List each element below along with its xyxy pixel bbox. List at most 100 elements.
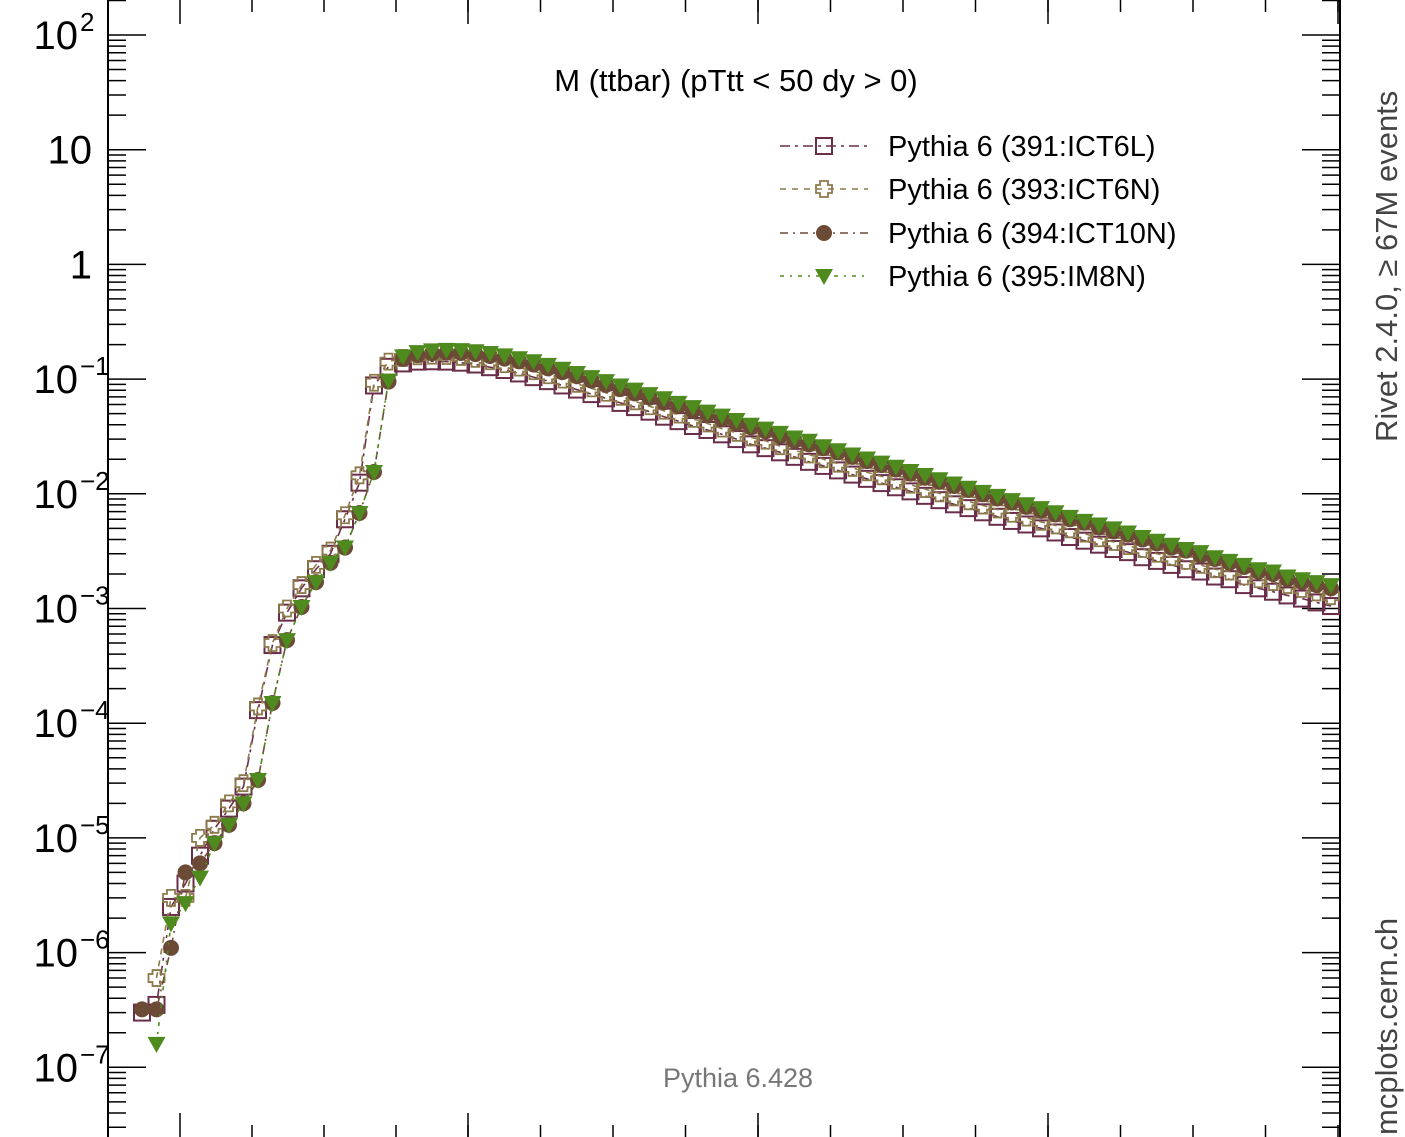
data-point xyxy=(713,408,731,425)
series-line xyxy=(155,349,1332,1044)
y-tick-exponent: −1 xyxy=(80,351,110,381)
data-point xyxy=(307,575,325,592)
data-point xyxy=(1032,512,1050,531)
data-point xyxy=(263,696,282,713)
data-point xyxy=(1061,509,1079,526)
data-point xyxy=(495,348,514,365)
y-tick-label: 10 xyxy=(34,358,79,402)
y-tick-exponent: −7 xyxy=(80,1039,110,1069)
data-point xyxy=(698,404,717,421)
data-point xyxy=(597,374,615,391)
y-tick-exponent: −6 xyxy=(80,925,110,955)
data-point xyxy=(1264,564,1282,581)
legend-entry: Pythia 6 (393:ICT6N) xyxy=(780,174,1160,206)
data-point xyxy=(815,137,833,155)
data-point xyxy=(1017,497,1036,514)
data-point xyxy=(1206,550,1224,567)
data-point xyxy=(974,496,992,515)
data-point xyxy=(858,451,876,468)
data-point xyxy=(1017,515,1036,534)
data-point xyxy=(1046,505,1065,522)
data-point xyxy=(249,697,267,716)
data-point xyxy=(553,361,572,378)
data-point xyxy=(945,495,963,514)
data-point xyxy=(568,366,586,383)
legend-entry: Pythia 6 (394:ICT10N) xyxy=(780,218,1177,250)
data-point xyxy=(176,896,195,913)
data-point xyxy=(988,488,1007,505)
data-point xyxy=(1307,593,1326,612)
data-point xyxy=(872,467,891,486)
data-point xyxy=(815,269,833,285)
data-point xyxy=(916,486,934,505)
data-point xyxy=(350,473,369,492)
y-tick-exponent: −2 xyxy=(80,466,110,496)
y-tick-label: 10 xyxy=(34,702,79,746)
data-point xyxy=(1104,540,1123,559)
data-point xyxy=(481,345,499,362)
data-point xyxy=(1119,537,1137,555)
data-point xyxy=(829,461,847,480)
data-point xyxy=(365,373,383,392)
data-point xyxy=(1293,589,1311,608)
data-point xyxy=(669,395,688,412)
data-point xyxy=(785,430,804,447)
data-point xyxy=(1090,535,1108,554)
data-point xyxy=(220,817,238,834)
data-point xyxy=(292,576,311,594)
y-tick-label: 10 xyxy=(34,932,79,976)
data-point xyxy=(134,1001,150,1018)
data-point xyxy=(930,472,949,489)
series-1 xyxy=(147,346,1340,987)
data-point xyxy=(177,864,194,881)
data-point xyxy=(1162,537,1181,554)
data-point xyxy=(162,916,180,933)
data-point xyxy=(263,634,282,652)
data-point xyxy=(916,480,934,498)
data-point xyxy=(176,888,195,907)
data-point xyxy=(655,391,673,408)
series-layer xyxy=(133,342,1340,1053)
data-point xyxy=(1322,597,1340,616)
y-tick-label: 10 xyxy=(34,588,79,632)
data-point xyxy=(192,855,208,872)
data-point xyxy=(858,469,876,488)
data-point xyxy=(1293,572,1311,589)
data-point xyxy=(887,459,905,476)
data-point xyxy=(394,349,412,366)
data-point xyxy=(1177,542,1195,559)
data-point xyxy=(945,488,963,507)
data-point xyxy=(816,225,832,241)
data-point xyxy=(814,450,833,469)
data-point xyxy=(220,794,238,813)
series-2 xyxy=(134,344,1339,1018)
data-point xyxy=(945,476,963,493)
data-point xyxy=(510,351,528,368)
data-point xyxy=(292,600,311,617)
data-point xyxy=(901,464,920,481)
data-point xyxy=(843,459,862,477)
data-point xyxy=(278,633,296,650)
data-point xyxy=(814,456,833,475)
data-point xyxy=(742,417,760,434)
data-point xyxy=(756,421,775,438)
data-point xyxy=(1278,586,1297,605)
y-tick-exponent: −3 xyxy=(80,581,110,611)
data-point xyxy=(872,474,891,493)
rivet-version-label: Rivet 2.4.0, ≥ 67M events xyxy=(1369,91,1404,442)
data-point xyxy=(321,555,340,572)
axis-ticks xyxy=(108,0,1340,1137)
data-point xyxy=(350,466,369,485)
legend: Pythia 6 (391:ICT6L) Pythia 6 (393:ICT6N)… xyxy=(780,131,1177,293)
data-point xyxy=(1191,562,1210,581)
data-point xyxy=(1322,578,1340,595)
plot-frame xyxy=(107,0,1341,1137)
data-point xyxy=(785,447,804,466)
data-point xyxy=(234,774,253,793)
data-point xyxy=(872,455,891,472)
data-point xyxy=(843,447,862,464)
y-tick-label: 10 xyxy=(34,817,79,861)
data-point xyxy=(1104,521,1123,538)
data-point xyxy=(916,467,934,484)
